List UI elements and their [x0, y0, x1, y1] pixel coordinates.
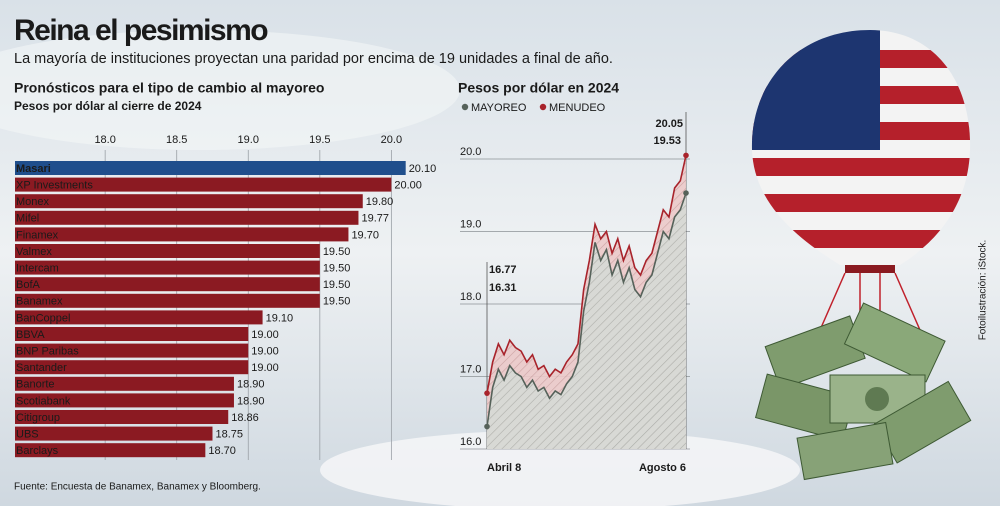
bar	[15, 277, 320, 292]
category-label: Santander	[16, 362, 67, 374]
category-label: Valmex	[16, 246, 52, 258]
bar	[15, 260, 320, 275]
area	[487, 193, 686, 449]
value-label: 18.70	[208, 445, 236, 457]
value-label: 18.90	[237, 395, 265, 407]
value-label: 19.50	[323, 296, 351, 308]
x-tick-label: Abril 8	[487, 462, 521, 474]
x-tick-label: 18.5	[166, 134, 187, 146]
category-label: BanCoppel	[16, 312, 70, 324]
line	[486, 192, 687, 427]
value-label: 19.80	[366, 196, 394, 208]
source-note: Fuente: Encuesta de Banamex, Banamex y B…	[14, 482, 261, 493]
category-label: BofA	[16, 279, 41, 291]
bar	[15, 410, 229, 424]
category-label: UBS	[16, 429, 39, 441]
category-label: Mifel	[16, 213, 39, 225]
value-label: 18.86	[231, 412, 259, 424]
end-label: 20.05	[655, 118, 683, 130]
value-label: 19.00	[251, 362, 279, 374]
category-label: Barclays	[16, 445, 59, 457]
category-label: BBVA	[16, 329, 45, 341]
value-label: 19.10	[266, 312, 294, 324]
value-label: 19.50	[323, 263, 351, 275]
x-tick-label: 19.0	[238, 134, 259, 146]
bar	[15, 310, 263, 325]
value-label: 19.77	[361, 213, 389, 225]
photo-credit: Fotoilustración: iStock.	[978, 240, 989, 341]
x-tick-label: Agosto 6	[639, 462, 686, 474]
value-label: 19.00	[251, 346, 279, 358]
page-subtitle: La mayoría de instituciones proyectan un…	[14, 51, 613, 67]
value-label: 19.50	[323, 246, 351, 258]
y-tick-label: 16.0	[460, 436, 481, 448]
value-label: 18.75	[215, 429, 243, 441]
value-label: 19.50	[323, 279, 351, 291]
bar	[15, 443, 206, 458]
category-label: Scotiabank	[16, 395, 71, 407]
bar	[15, 244, 320, 258]
category-label: Masari	[16, 163, 51, 175]
category-label: Banorte	[16, 379, 55, 391]
bar	[15, 376, 234, 391]
start-label: 16.31	[489, 282, 517, 294]
bar	[15, 177, 392, 192]
bar	[15, 194, 363, 209]
point	[683, 152, 689, 159]
category-label: XP Investments	[16, 180, 93, 192]
y-tick-label: 20.0	[460, 146, 481, 158]
x-tick-label: 19.5	[309, 134, 330, 146]
line	[486, 155, 687, 394]
bar	[15, 393, 234, 408]
value-label: 19.70	[351, 229, 379, 241]
value-label: 19.00	[251, 329, 279, 341]
y-tick-label: 17.0	[460, 363, 481, 375]
bar	[15, 343, 249, 358]
chart-subtitle: Pesos por dólar al cierre de 2024	[14, 99, 202, 113]
legend-marker	[539, 103, 547, 111]
point	[484, 423, 490, 430]
point	[683, 190, 689, 196]
balloon-illustration	[751, 30, 972, 481]
category-label: Monex	[16, 196, 50, 208]
legend-marker	[461, 103, 469, 111]
x-tick-label: 20.0	[381, 134, 402, 146]
bar	[15, 227, 349, 242]
value-label: 18.90	[237, 379, 265, 391]
bar	[15, 210, 359, 225]
start-label: 16.77	[489, 264, 517, 276]
chart-title: Pesos por dólar en 2024	[458, 80, 619, 96]
category-label: Citigroup	[16, 412, 60, 424]
cloud	[0, 30, 460, 150]
category-label: Intercam	[16, 263, 59, 275]
y-tick-label: 19.0	[460, 218, 481, 230]
category-label: Banamex	[16, 296, 63, 308]
category-label: Finamex	[16, 229, 59, 241]
legend-label: MAYOREO	[471, 102, 527, 114]
category-label: BNP Paribas	[16, 346, 79, 358]
chart-title: Pronósticos para el tipo de cambio al ma…	[14, 80, 324, 96]
end-label: 19.53	[653, 135, 681, 147]
legend-label: MENUDEO	[549, 102, 606, 114]
value-label: 20.00	[394, 180, 422, 192]
bar	[15, 161, 406, 175]
page-title: Reina el pesimismo	[14, 14, 268, 47]
bar	[15, 360, 249, 375]
point	[484, 390, 490, 396]
bar	[15, 327, 249, 341]
bar	[15, 426, 213, 441]
bar	[15, 293, 320, 308]
value-label: 20.10	[409, 163, 437, 175]
y-tick-label: 18.0	[460, 291, 481, 303]
x-tick-label: 18.0	[94, 134, 115, 146]
